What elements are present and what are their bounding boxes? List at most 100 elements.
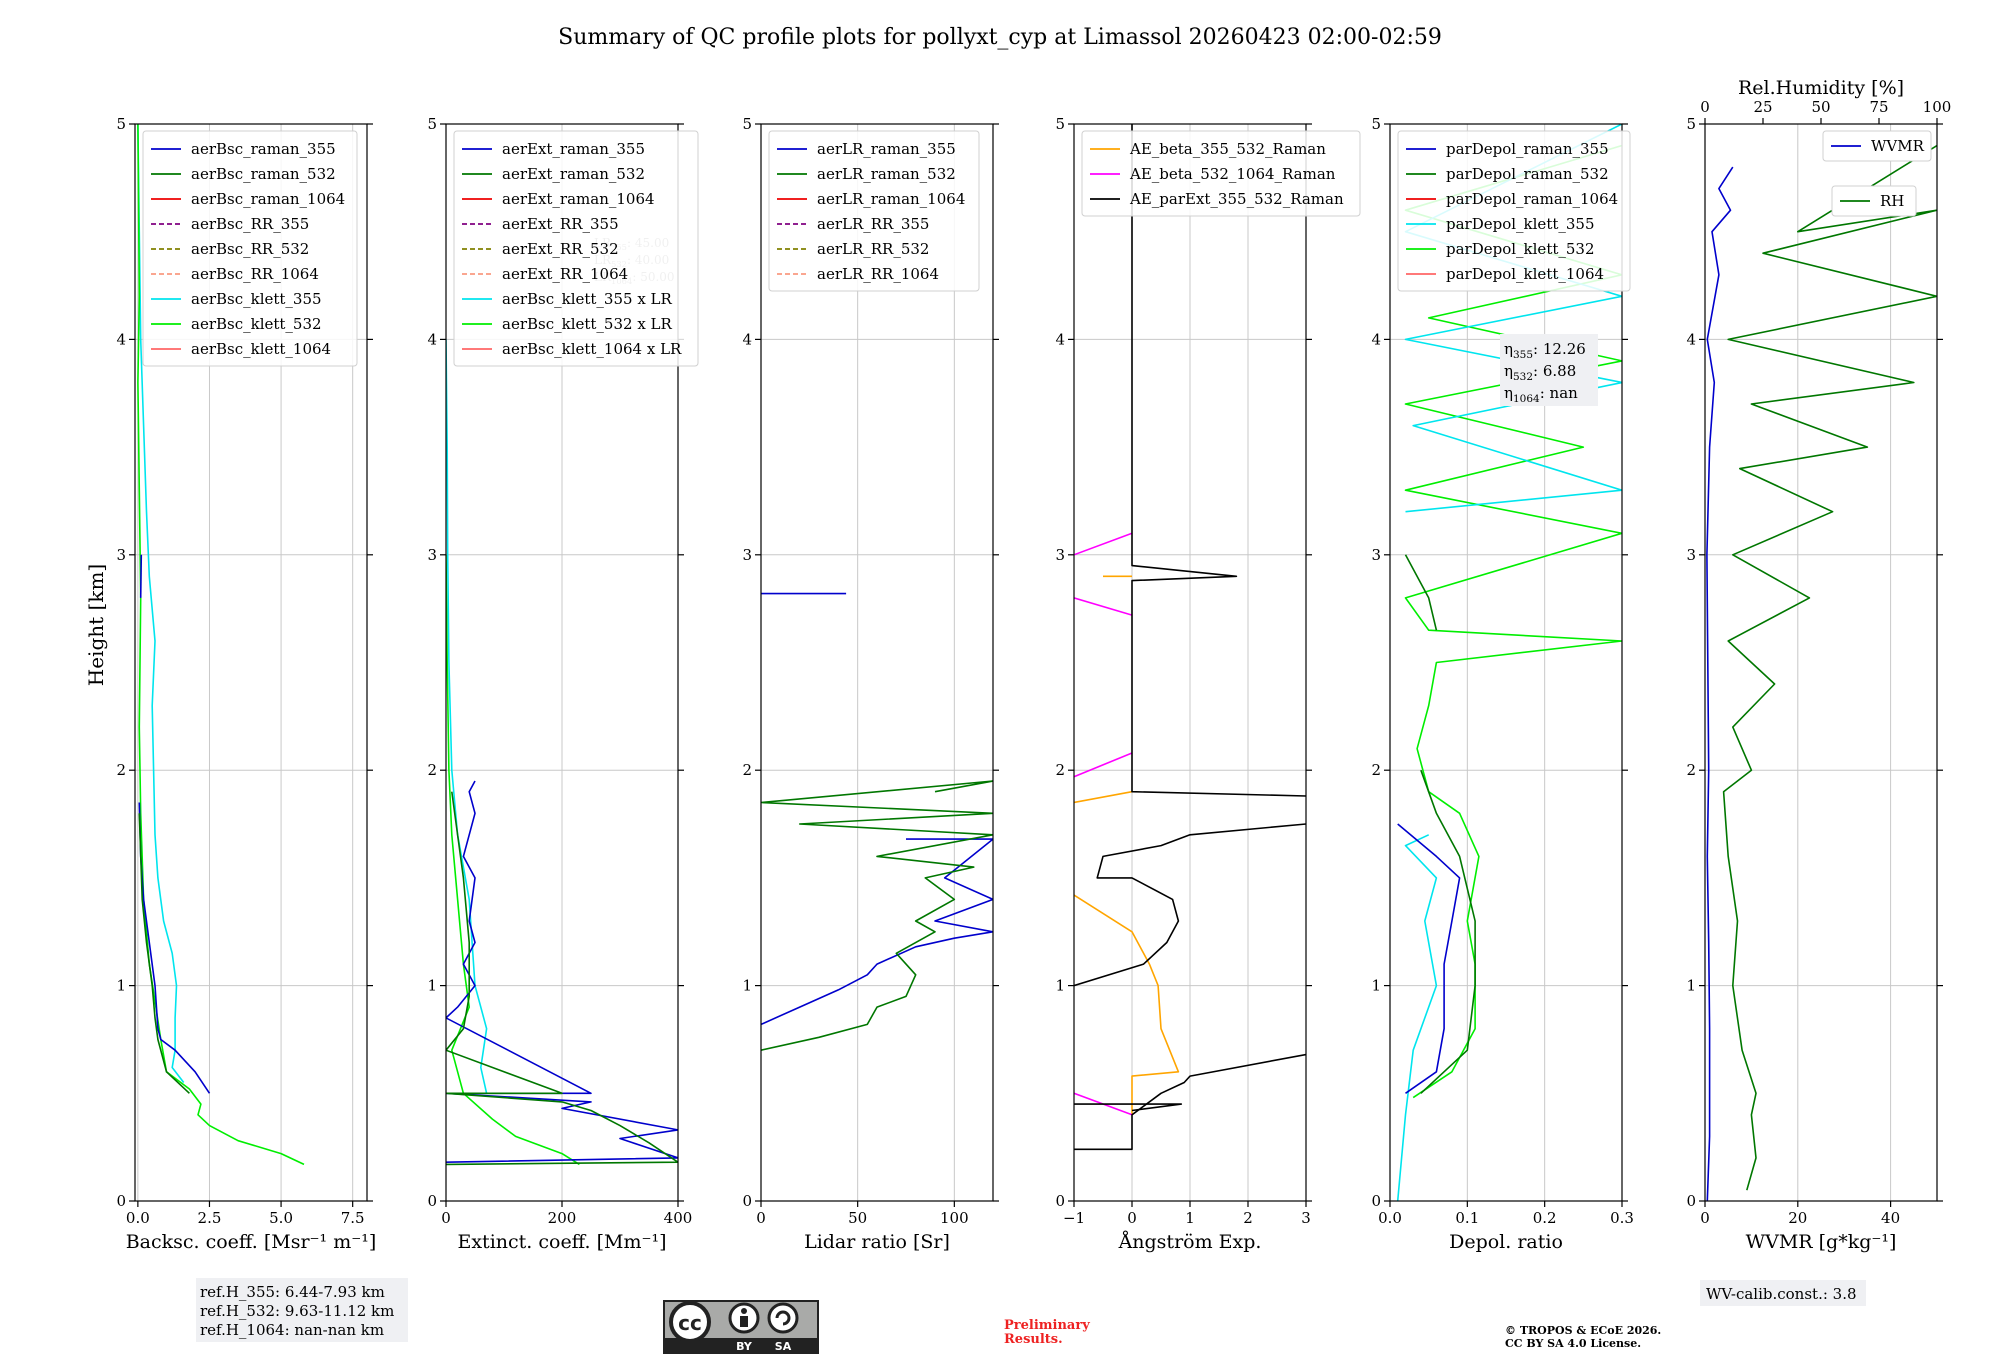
depol-legend-label: parDepol_raman_532 <box>1446 165 1609 183</box>
bsc-y-tick-label: 2 <box>116 761 126 779</box>
sa-label: SA <box>775 1340 792 1353</box>
depol-legend-label: parDepol_klett_532 <box>1446 240 1595 258</box>
ae-x-tick-label: −1 <box>1063 1209 1085 1227</box>
bsc-legend-label: aerBsc_RR_532 <box>191 240 309 258</box>
ae-series-line-black <box>1074 823 1306 987</box>
lr-legend-label: aerLR_raman_532 <box>817 165 956 183</box>
lr-series-line-blue <box>761 838 993 1026</box>
lr-legend-label: aerLR_raman_355 <box>817 140 956 158</box>
wv-x-tick-label: 0 <box>1700 1209 1710 1227</box>
ext-legend-label: aerExt_RR_1064 <box>502 265 628 283</box>
wv-calib-box <box>1700 1280 1866 1306</box>
share-alike-icon <box>767 1302 799 1334</box>
depol-y-tick-label: 5 <box>1371 115 1381 133</box>
lr-y-tick-label: 2 <box>742 761 752 779</box>
wv-legend-rh-label: RH <box>1880 192 1904 210</box>
subplot-lr: 0 50 100 0 1 2 3 4 5 Lidar ratio [Sr] aerLR_raman_… <box>742 115 999 1253</box>
bsc-x-tick-label: 2.5 <box>198 1209 222 1227</box>
ext-legend-label: aerExt_raman_532 <box>502 165 645 183</box>
ae-series-line-black <box>1131 124 1306 797</box>
ref-height-532: ref.H_532: 9.63-11.12 km <box>200 1302 394 1320</box>
ref-heights-box <box>196 1278 408 1342</box>
ae-y-tick-label: 0 <box>1055 1192 1065 1210</box>
ext-series-line-blue <box>446 780 678 1163</box>
depol-x-tick-label: 0.0 <box>1378 1209 1402 1227</box>
bsc-series-line-blue <box>138 802 211 1094</box>
lr-legend-label: aerLR_RR_355 <box>817 215 929 233</box>
depol-series-line-green <box>1420 769 1476 1094</box>
bsc-legend-box <box>142 130 358 367</box>
bsc-legend-label: aerBsc_RR_1064 <box>191 265 319 283</box>
wv-y-tick-label: 5 <box>1686 115 1696 133</box>
ae-series-line-orange <box>1074 790 1133 804</box>
ext-x-axis-label: Extinct. coeff. [Mm⁻¹] <box>457 1231 666 1253</box>
subplot-bsc: 0.0 2.5 5.0 7.5 0 1 2 3 4 5 Backsc. coeff. [Msr⁻¹ … <box>116 115 376 1253</box>
ae-y-tick-label: 2 <box>1055 761 1065 779</box>
bsc-x-tick-label: 5.0 <box>269 1209 293 1227</box>
ae-series-line-magenta <box>1074 532 1133 556</box>
ext-legend: aerExt_raman_355 aerExt_raman_532 aerExt_r… <box>453 130 699 367</box>
wv-legend-wvmr-box <box>1822 130 1932 162</box>
copyright-line-2: CC BY SA 4.0 License. <box>1505 1337 1641 1350</box>
bsc-legend-label: aerBsc_klett_532 <box>191 315 322 333</box>
depol-x-tick-label: 0.1 <box>1455 1209 1479 1227</box>
bsc-y-tick-label: 1 <box>116 977 126 995</box>
ext-series-line-green <box>446 791 678 1166</box>
ext-y-tick-label: 4 <box>427 330 437 348</box>
ref-height-1064: ref.H_1064: nan-nan km <box>200 1321 384 1339</box>
bsc-series-line-blue <box>139 554 143 598</box>
lr-axes-frame <box>760 123 994 1202</box>
wv-top-x-tick-label: 75 <box>1869 98 1888 116</box>
ae-series-line-magenta <box>1074 752 1133 778</box>
depol-eta-box <box>1500 334 1598 406</box>
wv-y-tick-label: 4 <box>1686 330 1696 348</box>
preliminary-label: Preliminary <box>1004 1318 1090 1333</box>
lr-legend-label: aerLR_raman_1064 <box>817 190 965 208</box>
depol-y-tick-label: 4 <box>1371 330 1381 348</box>
wv-y-tick-label: 1 <box>1686 977 1696 995</box>
bsc-axes-frame <box>134 123 368 1202</box>
ae-x-tick-label: 3 <box>1301 1209 1311 1227</box>
lr-legend: aerLR_raman_355 aerLR_raman_532 aerLR_rama… <box>768 130 980 292</box>
ext-legend-label: aerExt_RR_532 <box>502 240 619 258</box>
subplot-wv: 0 20 40 0 1 2 3 4 5 WVMR [g*kg⁻¹] 0 25 50 75 100 Rel.Hu… <box>1686 77 1951 1253</box>
cc-icon <box>669 1301 711 1343</box>
depol-y-tick-label: 2 <box>1371 761 1381 779</box>
wv-y-tick-label: 2 <box>1686 761 1696 779</box>
lr-y-tick-label: 5 <box>742 115 752 133</box>
ext-data-lines <box>446 339 678 1166</box>
wv-y-tick-label: 0 <box>1686 1192 1696 1210</box>
ext-x-tick-label: 400 <box>664 1209 693 1227</box>
wv-top-x-axis-label: Rel.Humidity [%] <box>1738 77 1904 99</box>
ae-legend-box <box>1081 130 1361 217</box>
depol-eta-label: η532: 6.88 <box>1504 362 1576 383</box>
ae-x-axis-label: Ångström Exp. <box>1118 1231 1262 1253</box>
bsc-y-tick-label: 0 <box>116 1192 126 1210</box>
depol-eta-label: η1064: nan <box>1504 384 1578 405</box>
depol-legend-box <box>1397 130 1631 292</box>
wv-series-line-blue <box>1706 166 1734 1201</box>
depol-y-tick-label: 0 <box>1371 1192 1381 1210</box>
ae-series-line-black <box>1074 1053 1306 1151</box>
depol-legend-label: parDepol_raman_1064 <box>1446 190 1618 208</box>
bsc-x-tick-label: 7.5 <box>341 1209 365 1227</box>
copyright-line-1: © TROPOS & ECoE 2026. <box>1505 1324 1661 1337</box>
ext-legend-label: aerBsc_klett_1064 x LR <box>502 340 682 358</box>
bsc-legend-label: aerBsc_klett_1064 <box>191 340 331 358</box>
depol-series-line-green <box>1404 554 1438 631</box>
bsc-y-tick-label: 3 <box>116 546 126 564</box>
wv-x-tick-label: 40 <box>1881 1209 1900 1227</box>
wv-calib-label: WV-calib.const.: 3.8 <box>1706 1285 1857 1303</box>
depol-legend-label: parDepol_raman_355 <box>1446 140 1609 158</box>
ext-legend-label: aerExt_raman_1064 <box>502 190 655 208</box>
depol-y-tick-label: 3 <box>1371 546 1381 564</box>
wv-top-x-tick-label: 100 <box>1923 98 1952 116</box>
bsc-x-tick-label: 0.0 <box>126 1209 150 1227</box>
y-axis-label: Height [km] <box>84 564 108 686</box>
lr-x-tick-label: 50 <box>848 1209 867 1227</box>
wv-top-x-tick-label: 0 <box>1700 98 1710 116</box>
bsc-legend: aerBsc_raman_355 aerBsc_raman_532 aerBsc_r… <box>142 130 358 367</box>
ae-x-tick-label: 1 <box>1185 1209 1195 1227</box>
ext-series-line-lime <box>446 554 580 1166</box>
